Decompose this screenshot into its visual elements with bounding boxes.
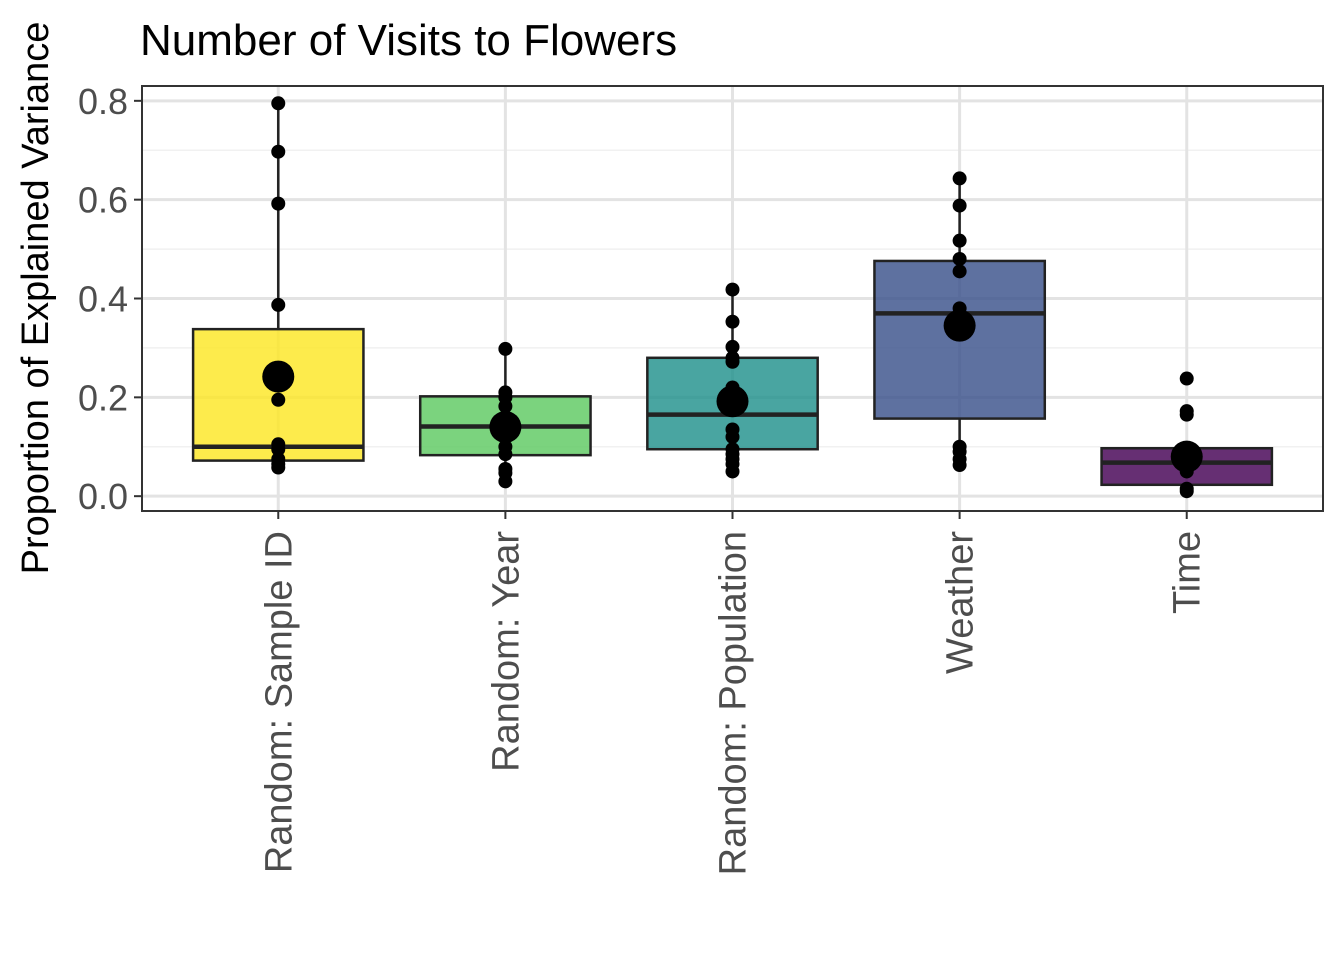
mean-group: [262, 309, 1203, 473]
x-axis: Random: Sample ID Random: Year Random: Pop…: [258, 511, 1209, 875]
x-tick-label: Time: [1167, 531, 1209, 614]
x-tick-label: Weather: [940, 531, 982, 674]
data-point: [1179, 371, 1194, 386]
y-axis-label: Proportion of Explained Variance: [15, 22, 57, 575]
y-axis: 0.0 0.2 0.4 0.6 0.8: [78, 81, 142, 517]
data-point: [952, 171, 967, 186]
data-point: [725, 314, 740, 329]
x-tick-label: Random: Population: [713, 531, 755, 875]
mean-point: [262, 360, 295, 393]
y-tick-label: 0.8: [78, 81, 128, 122]
data-point: [725, 429, 740, 444]
mean-point: [489, 410, 522, 443]
data-point: [498, 474, 513, 489]
y-tick-label: 0.4: [78, 279, 128, 320]
data-point: [271, 392, 286, 407]
x-tick-label: Random: Sample ID: [258, 531, 300, 873]
data-point: [271, 196, 286, 211]
data-point: [725, 464, 740, 479]
data-point: [952, 264, 967, 279]
data-point: [1179, 407, 1194, 422]
data-point: [271, 442, 286, 457]
y-tick-label: 0.0: [78, 476, 128, 517]
data-point: [271, 460, 286, 475]
data-point: [271, 96, 286, 111]
data-point: [725, 354, 740, 369]
data-point: [952, 458, 967, 473]
data-point: [952, 198, 967, 213]
data-point: [498, 399, 513, 414]
chart-title: Number of Visits to Flowers: [140, 16, 677, 65]
y-tick-label: 0.6: [78, 180, 128, 221]
mean-point: [716, 385, 749, 418]
data-point: [498, 447, 513, 462]
mean-point: [1170, 440, 1203, 473]
x-tick-label: Random: Year: [485, 531, 527, 772]
data-point: [952, 233, 967, 248]
mean-point: [943, 309, 976, 342]
data-point: [271, 144, 286, 159]
data-point: [952, 251, 967, 266]
data-point: [725, 339, 740, 354]
data-point: [271, 297, 286, 312]
y-tick-label: 0.2: [78, 377, 128, 418]
data-point: [1179, 484, 1194, 499]
data-point: [725, 282, 740, 297]
data-point: [498, 341, 513, 356]
